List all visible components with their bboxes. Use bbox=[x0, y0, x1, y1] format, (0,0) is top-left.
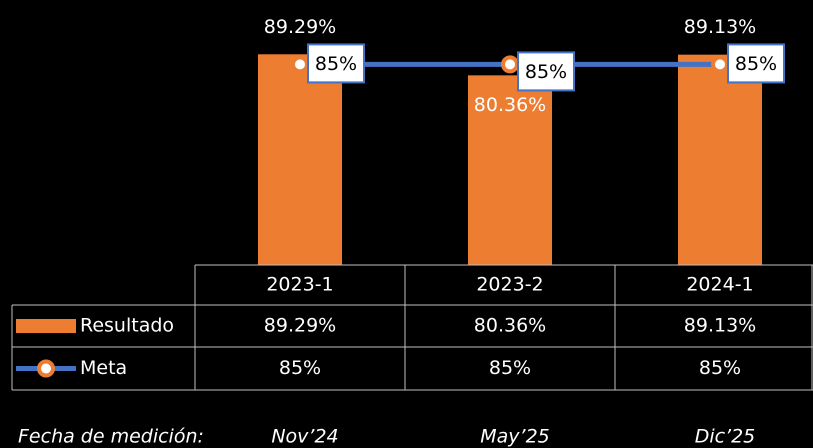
table-cell: 80.36% bbox=[474, 315, 546, 337]
table-cell: 89.13% bbox=[684, 315, 756, 337]
meta-marker bbox=[711, 55, 729, 74]
legend-label: Meta bbox=[80, 357, 127, 379]
meta-value-label: 85% bbox=[525, 61, 567, 83]
meta-value-label: 85% bbox=[315, 53, 357, 75]
x-tick-label: 2023-2 bbox=[476, 274, 543, 296]
legend-marker bbox=[37, 359, 55, 378]
table-cell: 85% bbox=[279, 357, 321, 379]
legend-swatch bbox=[16, 319, 76, 333]
measurement-date: Nov’24 bbox=[271, 426, 338, 448]
x-tick-label: 2023-1 bbox=[266, 274, 333, 296]
table-cell: 85% bbox=[699, 357, 741, 379]
meta-marker bbox=[291, 55, 309, 74]
legend-label: Resultado bbox=[80, 315, 174, 337]
meta-marker bbox=[501, 55, 519, 74]
bar bbox=[258, 54, 342, 265]
meta-label-box bbox=[517, 51, 575, 92]
bar-value-label: 89.13% bbox=[684, 16, 756, 38]
measurement-date: Dic’25 bbox=[695, 426, 756, 448]
meta-value-label: 85% bbox=[735, 53, 777, 75]
table-cell: 85% bbox=[489, 357, 531, 379]
bar-value-label: 80.36% bbox=[474, 94, 546, 116]
bar bbox=[678, 54, 762, 265]
x-tick-label: 2024-1 bbox=[686, 274, 753, 296]
meta-label-box bbox=[727, 43, 785, 84]
table-cell: 89.29% bbox=[264, 315, 336, 337]
measurement-label: Fecha de medición: bbox=[18, 426, 204, 448]
measurement-date: May’25 bbox=[480, 426, 550, 448]
bar bbox=[468, 75, 552, 265]
meta-label-box bbox=[307, 43, 365, 84]
bar-value-label: 89.29% bbox=[264, 16, 336, 38]
